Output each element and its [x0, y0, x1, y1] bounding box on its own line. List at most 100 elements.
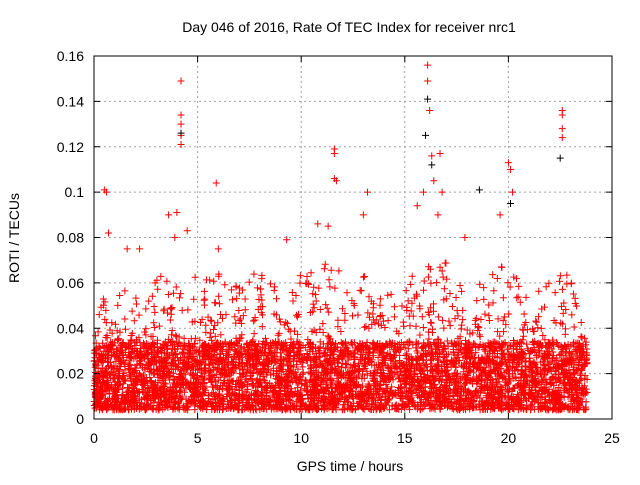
- data-point: [190, 296, 197, 303]
- data-point: [361, 273, 368, 280]
- data-point: [473, 315, 480, 322]
- data-point: [222, 311, 229, 318]
- data-point: [246, 279, 253, 286]
- data-point: [177, 290, 184, 297]
- data-point: [396, 352, 403, 359]
- data-point: [427, 280, 434, 287]
- data-point: [179, 307, 186, 314]
- data-point: [250, 318, 257, 325]
- data-point: [339, 405, 346, 412]
- data-point: [556, 278, 563, 285]
- data-point: [149, 333, 156, 340]
- data-point: [500, 328, 507, 335]
- data-point: [216, 300, 223, 307]
- data-point: [442, 260, 449, 267]
- data-point: [405, 345, 412, 352]
- data-point: [398, 302, 405, 309]
- data-point: [331, 285, 338, 292]
- data-point: [400, 319, 407, 326]
- data-point: [557, 320, 564, 327]
- data-point: [458, 326, 465, 333]
- data-point: [391, 313, 398, 320]
- data-point: [328, 267, 335, 274]
- data-point: [457, 282, 464, 289]
- data-point: [325, 309, 332, 316]
- data-point: [126, 361, 133, 368]
- data-point: [142, 325, 149, 332]
- data-point: [523, 294, 530, 301]
- data-point: [429, 329, 436, 336]
- data-point: [203, 276, 210, 283]
- data-point: [490, 287, 497, 294]
- data-point: [388, 291, 395, 298]
- data-point: [376, 302, 383, 309]
- data-point: [420, 287, 427, 294]
- data-point: [441, 285, 448, 292]
- data-point: [361, 324, 368, 331]
- data-point: [131, 317, 138, 324]
- data-point: [202, 329, 209, 336]
- data-point: [297, 272, 304, 279]
- data-point: [142, 305, 149, 312]
- data-point: [296, 280, 303, 287]
- data-point: [343, 289, 350, 296]
- data-point: [453, 294, 460, 301]
- data-point: [570, 291, 577, 298]
- data-point: [480, 284, 487, 291]
- data-point: [169, 304, 176, 311]
- data-point: [215, 293, 222, 300]
- data-point: [151, 303, 158, 310]
- data-point: [150, 319, 157, 326]
- data-point: [156, 323, 163, 330]
- data-point: [449, 303, 456, 310]
- data-point: [513, 294, 520, 301]
- data-point: [181, 335, 188, 342]
- data-point: [304, 273, 311, 280]
- data-point: [229, 296, 236, 303]
- data-point: [385, 317, 392, 324]
- data-point: [311, 304, 318, 311]
- data-point: [559, 286, 566, 293]
- data-point: [289, 289, 296, 296]
- data-point: [557, 272, 564, 279]
- data-point: [192, 335, 199, 342]
- data-point: [199, 316, 206, 323]
- data-point: [208, 318, 215, 325]
- data-point: [275, 332, 282, 339]
- data-point: [433, 279, 440, 286]
- data-point: [168, 311, 175, 318]
- data-point: [458, 288, 465, 295]
- data-point: [259, 323, 266, 330]
- data-point: [446, 290, 453, 297]
- data-point: [132, 295, 139, 302]
- data-point: [334, 323, 341, 330]
- data-point: [409, 273, 416, 280]
- data-point: [485, 312, 492, 319]
- data-point: [403, 304, 410, 311]
- data-point: [322, 261, 329, 268]
- data-point: [535, 288, 542, 295]
- data-point: [201, 296, 208, 303]
- data-point: [151, 309, 158, 316]
- data-point: [500, 294, 507, 301]
- data-point: [242, 306, 249, 313]
- data-point: [534, 324, 541, 331]
- data-point: [317, 306, 324, 313]
- data-point: [337, 328, 344, 335]
- data-point: [335, 267, 342, 274]
- data-point: [371, 319, 378, 326]
- data-point: [370, 304, 377, 311]
- data-point: [103, 319, 110, 326]
- data-point: [447, 322, 454, 329]
- data-point: [165, 291, 172, 298]
- data-point: [221, 281, 228, 288]
- data-point: [157, 273, 164, 280]
- data-point: [425, 274, 432, 281]
- data-point: [167, 305, 174, 312]
- data-point: [211, 299, 218, 306]
- data-point: [149, 293, 156, 300]
- data-point: [276, 330, 283, 337]
- data-point: [217, 331, 224, 338]
- data-point: [201, 302, 208, 309]
- data-point: [420, 324, 427, 331]
